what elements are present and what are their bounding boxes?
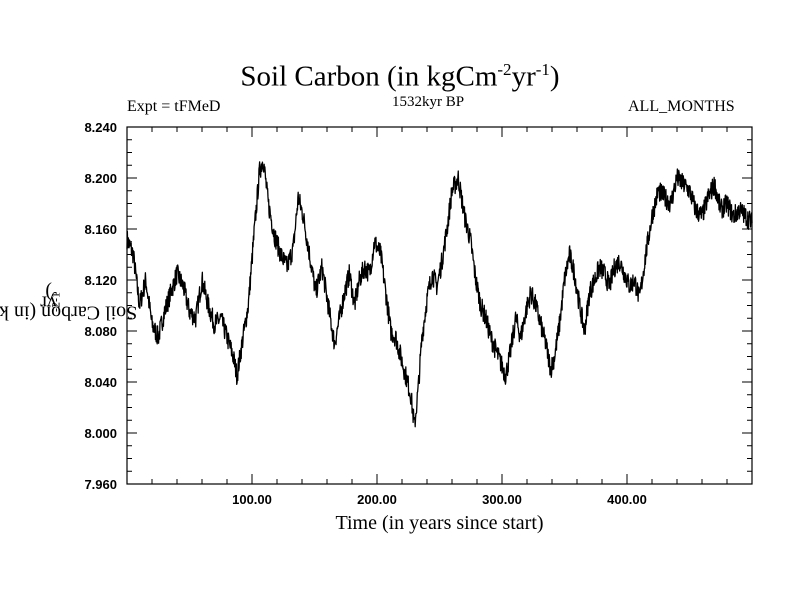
y-tick-label: 8.080 [84,324,117,339]
x-axis-label: Time (in years since start) [335,512,544,534]
plot-frame [126,126,753,485]
x-tick-label: 100.00 [232,492,272,507]
y-tick-label: 7.960 [84,477,117,492]
x-tick-label: 200.00 [357,492,397,507]
y-tick-label: 8.160 [84,222,117,237]
y-tick-label: 8.240 [84,120,117,135]
x-tick-label: 400.00 [607,492,647,507]
y-tick-label: 8.200 [84,171,117,186]
experiment-label: Expt = tFMeD [127,98,221,115]
period-label: 1532kyr BP [392,94,465,110]
series-line-soil-carbon [126,161,753,428]
y-tick-label: 8.000 [84,426,117,441]
chart-title: Soil Carbon (in kgCm-2yr-1) [240,60,560,93]
y-tick-label: 8.040 [84,375,117,390]
y-tick-label: 8.120 [84,273,117,288]
months-label: ALL_MONTHS [628,98,735,115]
x-tick-label: 300.00 [482,492,522,507]
